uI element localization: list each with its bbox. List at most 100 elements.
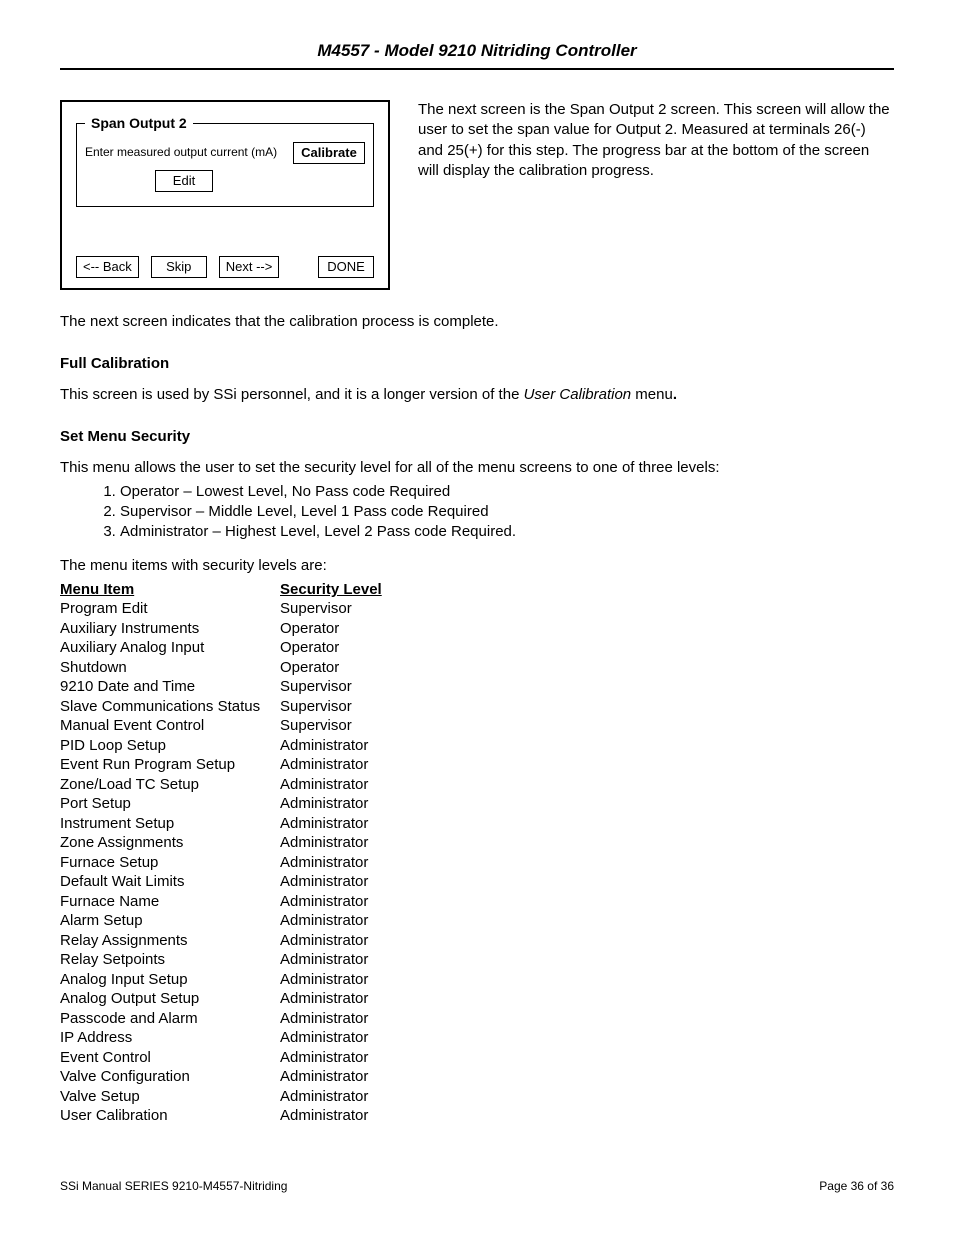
table-row: IP AddressAdministrator <box>60 1028 894 1048</box>
device-nav-row: <-- Back Skip Next --> DONE <box>76 256 374 278</box>
col-header-menu-item: Menu Item <box>60 580 280 600</box>
cell-security-level: Administrator <box>280 814 460 834</box>
cell-menu-item: PID Loop Setup <box>60 736 280 756</box>
full-cal-period: . <box>673 386 677 403</box>
cell-menu-item: Event Control <box>60 1048 280 1068</box>
table-row: Alarm SetupAdministrator <box>60 911 894 931</box>
top-row: Span Output 2 Enter measured output curr… <box>60 100 894 290</box>
cell-security-level: Administrator <box>280 911 460 931</box>
table-row: User CalibrationAdministrator <box>60 1106 894 1126</box>
table-row: Furnace SetupAdministrator <box>60 853 894 873</box>
cell-security-level: Administrator <box>280 1087 460 1107</box>
cell-menu-item: User Calibration <box>60 1106 280 1126</box>
table-row: Passcode and AlarmAdministrator <box>60 1009 894 1029</box>
device-instruction-row: Enter measured output current (mA) Calib… <box>85 142 365 164</box>
footer-left: SSi Manual SERIES 9210-M4557-Nitriding <box>60 1179 287 1195</box>
cell-security-level: Administrator <box>280 833 460 853</box>
full-cal-italic: User Calibration <box>524 386 632 403</box>
set-menu-intro: This menu allows the user to set the sec… <box>60 458 894 478</box>
full-cal-suffix: menu <box>631 386 673 403</box>
cell-menu-item: Manual Event Control <box>60 716 280 736</box>
table-row: Furnace NameAdministrator <box>60 892 894 912</box>
cell-menu-item: Relay Assignments <box>60 931 280 951</box>
cell-security-level: Operator <box>280 619 460 639</box>
cell-security-level: Administrator <box>280 755 460 775</box>
cell-menu-item: Relay Setpoints <box>60 950 280 970</box>
level-item: Supervisor – Middle Level, Level 1 Pass … <box>120 502 894 522</box>
table-row: Valve SetupAdministrator <box>60 1087 894 1107</box>
cell-menu-item: Auxiliary Instruments <box>60 619 280 639</box>
calibrate-button[interactable]: Calibrate <box>293 142 365 164</box>
cell-menu-item: Valve Configuration <box>60 1067 280 1087</box>
page-footer: SSi Manual SERIES 9210-M4557-Nitriding P… <box>60 1179 894 1195</box>
table-row: Zone/Load TC SetupAdministrator <box>60 775 894 795</box>
nav-spacer <box>291 256 306 278</box>
levels-outro: The menu items with security levels are: <box>60 556 894 576</box>
cell-security-level: Administrator <box>280 892 460 912</box>
table-row: Analog Input SetupAdministrator <box>60 970 894 990</box>
cell-menu-item: Default Wait Limits <box>60 872 280 892</box>
cell-menu-item: Analog Input Setup <box>60 970 280 990</box>
table-row: ShutdownOperator <box>60 658 894 678</box>
document-page: M4557 - Model 9210 Nitriding Controller … <box>0 0 954 1235</box>
cell-security-level: Administrator <box>280 970 460 990</box>
table-row: Analog Output SetupAdministrator <box>60 989 894 1009</box>
cell-menu-item: Shutdown <box>60 658 280 678</box>
back-button[interactable]: <-- Back <box>76 256 139 278</box>
table-row: Slave Communications StatusSupervisor <box>60 697 894 717</box>
cell-security-level: Administrator <box>280 1106 460 1126</box>
cell-menu-item: IP Address <box>60 1028 280 1048</box>
header-rule <box>60 68 894 70</box>
cell-security-level: Administrator <box>280 872 460 892</box>
cell-security-level: Operator <box>280 638 460 658</box>
table-row: Port SetupAdministrator <box>60 794 894 814</box>
table-row: Zone AssignmentsAdministrator <box>60 833 894 853</box>
done-button[interactable]: DONE <box>318 256 374 278</box>
level-item: Operator – Lowest Level, No Pass code Re… <box>120 482 894 502</box>
cell-menu-item: Alarm Setup <box>60 911 280 931</box>
cell-menu-item: Zone/Load TC Setup <box>60 775 280 795</box>
cell-security-level: Administrator <box>280 950 460 970</box>
table-row: Auxiliary Analog InputOperator <box>60 638 894 658</box>
cell-menu-item: Furnace Name <box>60 892 280 912</box>
cell-menu-item: Valve Setup <box>60 1087 280 1107</box>
device-fieldset: Span Output 2 Enter measured output curr… <box>76 114 374 207</box>
cell-menu-item: Program Edit <box>60 599 280 619</box>
cell-security-level: Administrator <box>280 1048 460 1068</box>
cell-menu-item: Auxiliary Analog Input <box>60 638 280 658</box>
cell-security-level: Operator <box>280 658 460 678</box>
cell-menu-item: Passcode and Alarm <box>60 1009 280 1029</box>
security-table: Menu Item Security Level Program EditSup… <box>60 580 894 1126</box>
table-row: Program EditSupervisor <box>60 599 894 619</box>
device-screen: Span Output 2 Enter measured output curr… <box>60 100 390 290</box>
edit-button[interactable]: Edit <box>155 170 213 192</box>
table-row: Event ControlAdministrator <box>60 1048 894 1068</box>
table-row: Instrument SetupAdministrator <box>60 814 894 834</box>
cell-security-level: Supervisor <box>280 599 460 619</box>
cell-menu-item: Port Setup <box>60 794 280 814</box>
cell-security-level: Administrator <box>280 794 460 814</box>
skip-button[interactable]: Skip <box>151 256 207 278</box>
page-header-title: M4557 - Model 9210 Nitriding Controller <box>60 40 894 62</box>
security-levels-list: Operator – Lowest Level, No Pass code Re… <box>100 482 894 543</box>
next-button[interactable]: Next --> <box>219 256 280 278</box>
cell-menu-item: Zone Assignments <box>60 833 280 853</box>
table-row: 9210 Date and TimeSupervisor <box>60 677 894 697</box>
table-row: Relay AssignmentsAdministrator <box>60 931 894 951</box>
cell-menu-item: Instrument Setup <box>60 814 280 834</box>
device-legend: Span Output 2 <box>85 114 193 132</box>
cell-menu-item: Furnace Setup <box>60 853 280 873</box>
cell-security-level: Administrator <box>280 736 460 756</box>
security-table-body: Program EditSupervisorAuxiliary Instrume… <box>60 599 894 1126</box>
table-row: Default Wait LimitsAdministrator <box>60 872 894 892</box>
cell-security-level: Supervisor <box>280 716 460 736</box>
cell-menu-item: Analog Output Setup <box>60 989 280 1009</box>
col-header-security-level: Security Level <box>280 580 460 600</box>
cell-security-level: Administrator <box>280 1067 460 1087</box>
table-row: Auxiliary InstrumentsOperator <box>60 619 894 639</box>
device-instruction-text: Enter measured output current (mA) <box>85 145 283 161</box>
full-calibration-text: This screen is used by SSi personnel, an… <box>60 385 894 405</box>
table-row: Event Run Program SetupAdministrator <box>60 755 894 775</box>
security-table-header: Menu Item Security Level <box>60 580 894 600</box>
cell-security-level: Supervisor <box>280 677 460 697</box>
